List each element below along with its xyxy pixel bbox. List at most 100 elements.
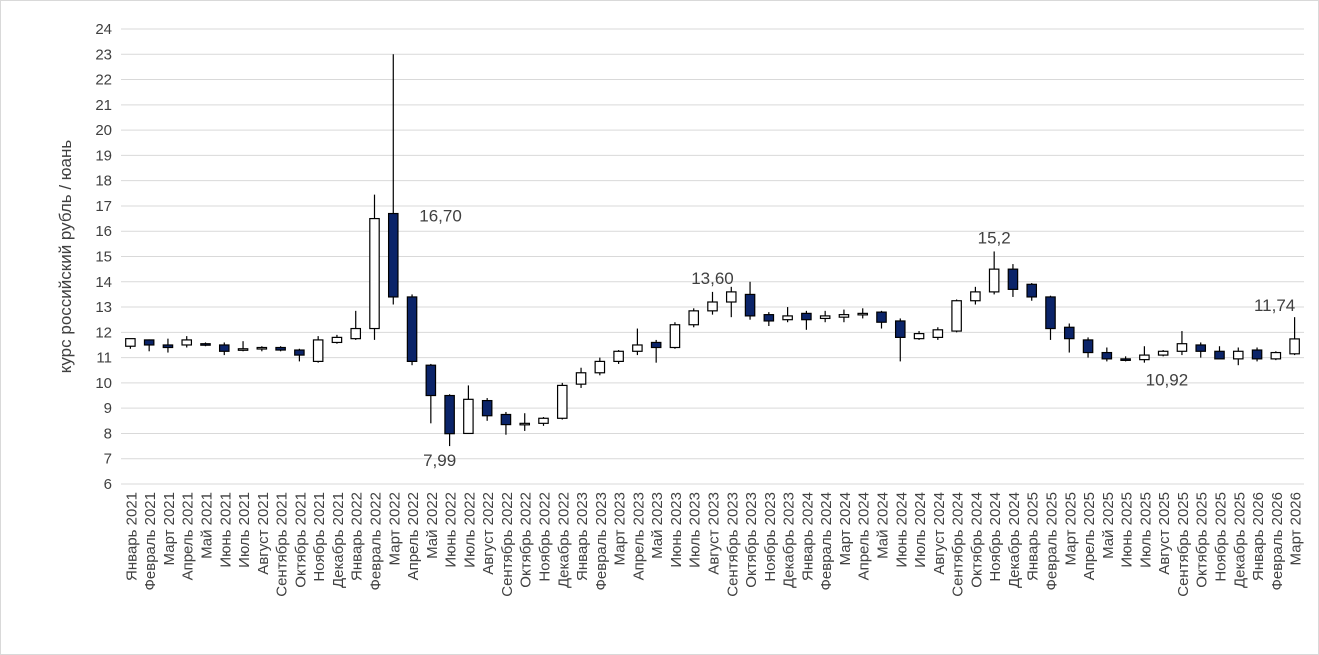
x-tick-label: Июль 2025 xyxy=(1137,492,1154,568)
y-tick-label: 22 xyxy=(95,72,112,89)
x-tick-label: Март 2024 xyxy=(837,492,854,565)
x-tick-label: Апрель 2021 xyxy=(180,492,197,580)
y-tick-label: 8 xyxy=(104,425,112,442)
x-tick-label: Октябрь 2021 xyxy=(292,492,309,588)
x-tick-label: Ноябрь 2025 xyxy=(1213,492,1230,582)
y-tick-label: 11 xyxy=(96,350,112,367)
y-tick-label: 17 xyxy=(95,198,112,215)
y-tick-label: 21 xyxy=(95,97,112,114)
x-tick-label: Октябрь 2023 xyxy=(743,492,760,588)
annotation-label: 11,74 xyxy=(1254,296,1295,315)
x-tick-label: Май 2021 xyxy=(199,492,216,559)
candle-body-up xyxy=(237,348,249,351)
candle-body-down xyxy=(406,296,418,363)
x-tick-label: Октябрь 2022 xyxy=(518,492,535,588)
candle-body-down xyxy=(143,339,155,346)
x-tick-label: Январь 2022 xyxy=(349,492,366,581)
candle-body-up xyxy=(613,350,624,363)
candle-body-up xyxy=(988,268,1000,293)
x-tick-label: Март 2025 xyxy=(1062,492,1079,565)
x-tick-label: Сентябрь 2025 xyxy=(1175,492,1192,597)
candle-body-up xyxy=(594,360,606,374)
candle-body-up xyxy=(1176,343,1188,352)
y-tick-label: 23 xyxy=(95,46,112,63)
candle-body-up xyxy=(312,339,324,363)
candle-body-up xyxy=(256,346,268,350)
x-tick-label: Декабрь 2021 xyxy=(330,492,347,588)
x-tick-label: Июнь 2022 xyxy=(443,492,460,568)
x-tick-label: Октябрь 2025 xyxy=(1194,492,1211,588)
candle-body-up xyxy=(632,344,643,352)
x-tick-label: Ноябрь 2024 xyxy=(987,492,1004,582)
x-tick-label: Декабрь 2023 xyxy=(781,492,798,588)
y-tick-label: 7 xyxy=(104,451,112,468)
x-tick-label: Август 2025 xyxy=(1156,492,1173,575)
candle-body-down xyxy=(876,311,887,323)
x-tick-label: Январь 2024 xyxy=(799,492,816,581)
x-tick-label: Май 2025 xyxy=(1100,492,1117,559)
y-tick-label: 13 xyxy=(95,299,112,316)
y-tick-label: 9 xyxy=(104,400,112,417)
x-tick-label: Июнь 2023 xyxy=(668,492,685,568)
candle-body-up xyxy=(1139,354,1150,361)
y-tick-label: 10 xyxy=(95,375,112,392)
x-tick-label: Март 2021 xyxy=(161,492,178,565)
y-tick-label: 18 xyxy=(95,173,112,190)
x-tick-label: Февраль 2026 xyxy=(1269,492,1286,591)
x-tick-label: Июнь 2024 xyxy=(893,492,910,568)
x-tick-label: Июль 2024 xyxy=(912,492,929,568)
x-tick-label: Декабрь 2024 xyxy=(1006,492,1023,588)
candle-body-up xyxy=(1289,338,1300,355)
y-tick-label: 24 xyxy=(95,21,112,38)
annotation-label: 16,70 xyxy=(419,207,462,226)
candle-body-down xyxy=(387,212,399,298)
annotation-label: 10,92 xyxy=(1146,370,1189,389)
x-tick-label: Август 2023 xyxy=(706,492,723,575)
x-tick-label: Август 2021 xyxy=(255,492,272,575)
x-tick-label: Сентябрь 2022 xyxy=(499,492,516,597)
x-tick-label: Ноябрь 2021 xyxy=(311,492,328,582)
candle-body-down xyxy=(444,394,455,435)
candle-body-down xyxy=(650,341,662,349)
candle-body-up xyxy=(725,291,737,303)
candle-body-up xyxy=(331,336,343,344)
candle-body-up xyxy=(538,417,549,424)
candle-body-up xyxy=(913,332,925,340)
y-tick-label: 20 xyxy=(95,122,112,139)
candle-body-up xyxy=(819,315,831,320)
x-tick-label: Февраль 2022 xyxy=(368,492,385,591)
y-axis-label: курс российский рубль / юань xyxy=(56,140,75,374)
x-tick-label: Май 2022 xyxy=(424,492,441,559)
x-tick-label: Апрель 2023 xyxy=(630,492,647,580)
candle-body-down xyxy=(1195,344,1207,352)
candle-body-up xyxy=(782,315,793,321)
x-tick-label: Ноябрь 2023 xyxy=(762,492,779,582)
candle-body-up xyxy=(669,324,681,349)
candle-body-up xyxy=(350,327,362,340)
candle-body-up xyxy=(857,312,869,316)
x-tick-label: Январь 2026 xyxy=(1250,492,1267,581)
x-tick-label: Январь 2025 xyxy=(1025,492,1042,581)
x-tick-label: Февраль 2023 xyxy=(593,492,610,591)
candle-body-up xyxy=(970,291,981,302)
candle-body-down xyxy=(1251,349,1263,360)
y-tick-label: 14 xyxy=(95,274,112,291)
x-tick-label: Июнь 2021 xyxy=(217,492,234,568)
candle-body-down xyxy=(218,344,230,352)
candle-body-up xyxy=(1270,351,1282,360)
annotation-label: 15,2 xyxy=(978,228,1011,247)
candle-body-down xyxy=(1026,283,1038,298)
candle-body-up xyxy=(707,301,718,312)
candle-body-down xyxy=(481,399,493,417)
y-tick-label: 6 xyxy=(104,476,112,493)
candle-body-down xyxy=(744,293,756,317)
y-tick-label: 12 xyxy=(95,324,112,341)
annotation-label: 13,60 xyxy=(691,269,734,288)
candle-body-up xyxy=(463,398,474,435)
candle-body-down xyxy=(200,343,211,346)
x-tick-label: Июль 2023 xyxy=(687,492,704,568)
candle-body-down xyxy=(763,314,775,322)
candle-body-down xyxy=(425,364,437,397)
candle-body-up xyxy=(556,384,568,419)
x-tick-label: Апрель 2024 xyxy=(856,492,873,580)
